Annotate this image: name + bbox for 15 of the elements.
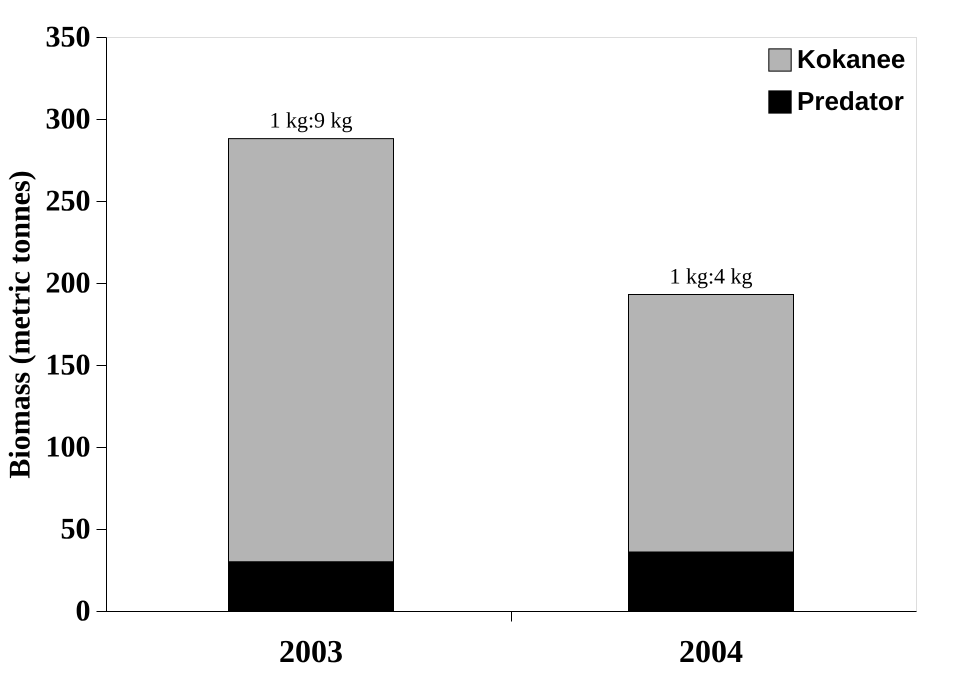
legend-label: Kokanee — [797, 44, 906, 74]
x-tick-label: 2004 — [679, 633, 743, 669]
y-tick-label: 250 — [46, 184, 90, 218]
annotation: 1 kg:4 kg — [669, 263, 753, 288]
x-tick-label: 2003 — [279, 633, 343, 669]
y-tick-label: 200 — [46, 266, 90, 300]
y-tick-label: 0 — [76, 594, 90, 628]
y-tick-label: 150 — [46, 348, 90, 382]
y-axis-title: Biomass (metric tonnes) — [4, 170, 36, 479]
y-tick-label: 50 — [60, 512, 90, 546]
annotation: 1 kg:9 kg — [269, 108, 353, 133]
y-tick-label: 100 — [46, 430, 90, 464]
legend-label: Predator — [797, 86, 904, 116]
y-tick-label: 300 — [46, 102, 90, 136]
y-tick-label: 350 — [46, 20, 90, 54]
